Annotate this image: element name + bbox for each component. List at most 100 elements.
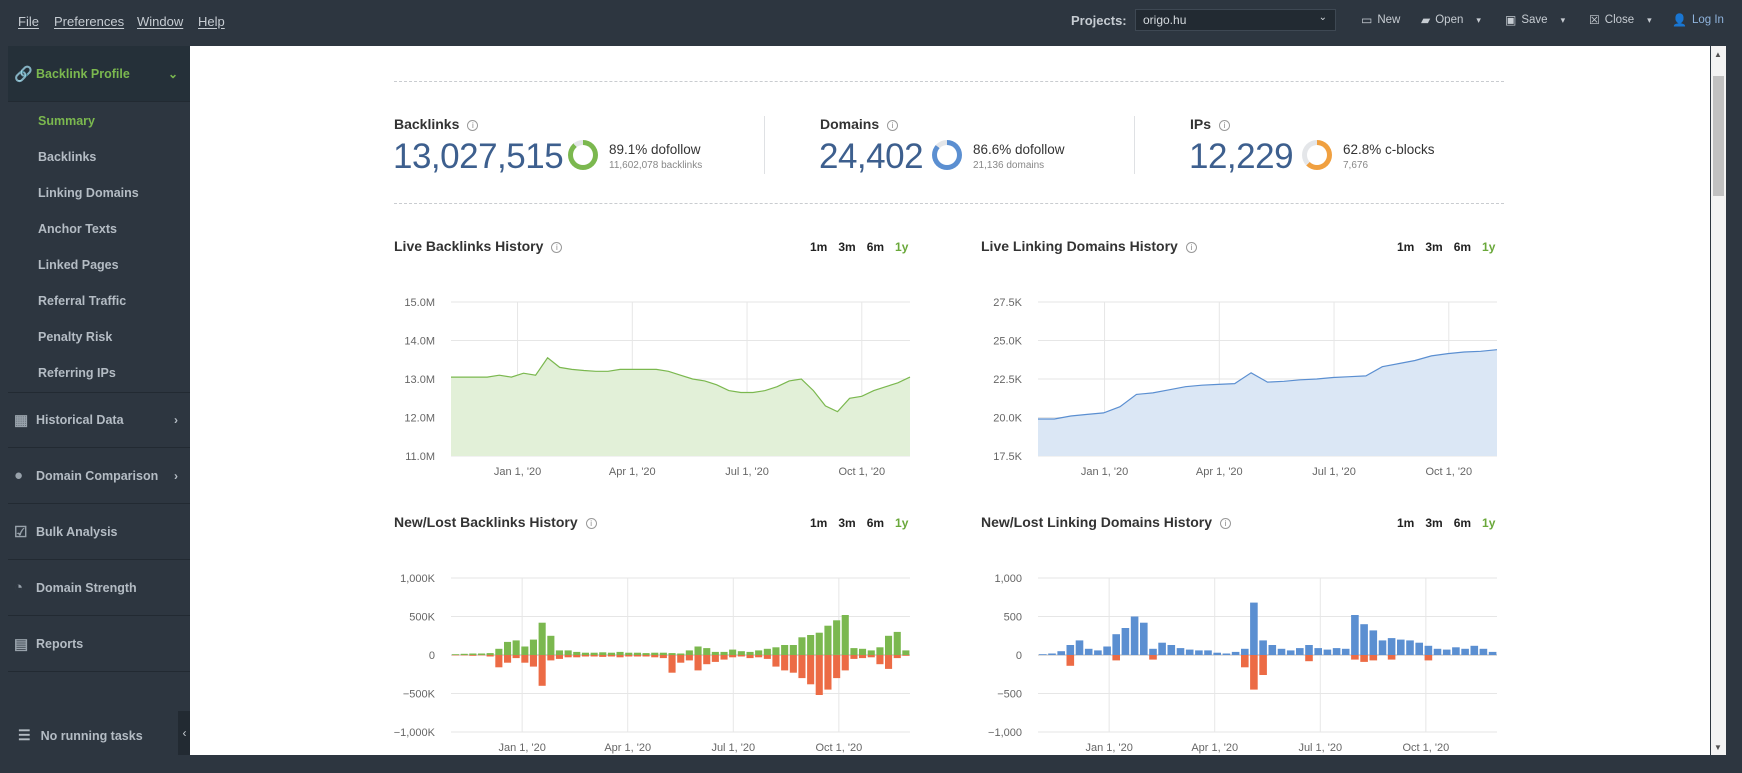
bubbles-icon: ● bbox=[14, 467, 24, 484]
chevron-right-icon: › bbox=[174, 413, 178, 427]
info-icon[interactable]: i bbox=[551, 241, 563, 253]
sidebar-collapse-button[interactable]: ‹ bbox=[178, 711, 191, 755]
new-bar bbox=[798, 637, 806, 655]
lost-bar bbox=[512, 655, 520, 659]
sidebar-item-anchor-texts[interactable]: Anchor Texts bbox=[38, 222, 117, 236]
login-button[interactable]: 👤 Log In bbox=[1672, 13, 1724, 27]
new-bar bbox=[807, 635, 815, 655]
new-bar bbox=[711, 651, 719, 655]
domains-dofollow-ring bbox=[932, 140, 962, 170]
lost-bar bbox=[824, 655, 832, 690]
sidebar-item-summary[interactable]: Summary bbox=[38, 114, 95, 128]
sidebar-domain-strength[interactable]: ◔ Domain Strength bbox=[8, 560, 190, 616]
sidebar-historical-data[interactable]: ▦ Historical Data › bbox=[8, 392, 190, 448]
range-6m[interactable]: 6m bbox=[866, 240, 885, 254]
scroll-down-icon[interactable]: ▼ bbox=[1714, 743, 1722, 752]
lost-bar bbox=[1351, 655, 1359, 660]
range-1y[interactable]: 1y bbox=[895, 240, 909, 254]
range-1y[interactable]: 1y bbox=[1482, 516, 1496, 530]
lost-bar bbox=[529, 655, 537, 667]
info-icon[interactable]: i bbox=[1185, 241, 1197, 253]
scroll-thumb[interactable] bbox=[1713, 76, 1724, 196]
range-1y[interactable]: 1y bbox=[1482, 240, 1496, 254]
range-1y[interactable]: 1y bbox=[895, 516, 909, 530]
close-button[interactable]: ☒ Close ▾ bbox=[1589, 13, 1652, 27]
lost-bar bbox=[564, 655, 572, 658]
lost-bar bbox=[720, 655, 728, 660]
sidebar-item-linking-domains[interactable]: Linking Domains bbox=[38, 186, 139, 200]
sidebar-item-referring-ips[interactable]: Referring IPs bbox=[38, 366, 116, 380]
range-1m[interactable]: 1m bbox=[1397, 516, 1415, 530]
range-6m[interactable]: 6m bbox=[866, 516, 885, 530]
sidebar-item-linked-pages[interactable]: Linked Pages bbox=[38, 258, 119, 272]
new-bar bbox=[1314, 648, 1322, 655]
range-3m[interactable]: 3m bbox=[1425, 516, 1443, 530]
new-bar bbox=[1195, 650, 1203, 655]
y-tick-label: 14.0M bbox=[404, 336, 435, 348]
scroll-up-icon[interactable]: ▲ bbox=[1714, 50, 1722, 59]
range-3m[interactable]: 3m bbox=[838, 240, 856, 254]
range-3m[interactable]: 3m bbox=[838, 516, 856, 530]
lost-bar bbox=[521, 655, 529, 663]
lost-bar bbox=[755, 655, 763, 658]
new-bar bbox=[1360, 624, 1368, 655]
link-icon: 🔗 bbox=[14, 65, 33, 83]
x-tick-label: Apr 1, '20 bbox=[604, 742, 651, 754]
lost-bar bbox=[807, 655, 815, 685]
lost-bar bbox=[547, 655, 555, 661]
info-icon[interactable]: i bbox=[887, 119, 899, 131]
range-1m[interactable]: 1m bbox=[810, 516, 828, 530]
x-tick-label: Jul 1, '20 bbox=[725, 466, 769, 478]
task-status[interactable]: ☰ No running tasks bbox=[18, 727, 143, 744]
range-6m[interactable]: 6m bbox=[1453, 240, 1472, 254]
new-bar bbox=[824, 625, 832, 655]
info-icon[interactable]: i bbox=[1219, 119, 1231, 131]
new-bar bbox=[1130, 616, 1139, 655]
new-bar bbox=[668, 653, 676, 655]
chart-live-domains: 27.5K 25.0K 22.5K 20.0K 17.5K Jan 1, '20 Apr 1… bbox=[993, 297, 1498, 478]
sidebar-reports[interactable]: ▤ Reports bbox=[8, 616, 190, 672]
range-1m[interactable]: 1m bbox=[1397, 240, 1415, 254]
new-bar bbox=[1057, 651, 1065, 656]
sidebar-backlink-profile[interactable]: 🔗 Backlink Profile ⌄ bbox=[8, 46, 190, 102]
divider bbox=[1134, 116, 1135, 174]
sidebar-domain-comparison[interactable]: ● Domain Comparison › bbox=[8, 448, 190, 504]
menu-help[interactable]: Help bbox=[198, 14, 225, 29]
range-1m[interactable]: 1m bbox=[810, 240, 828, 254]
x-tick-label: Oct 1, '20 bbox=[1425, 466, 1472, 478]
new-bar bbox=[1433, 648, 1442, 655]
save-button[interactable]: ▣ Save ▾ bbox=[1505, 13, 1565, 27]
divider bbox=[394, 81, 1504, 82]
new-bar bbox=[659, 652, 667, 655]
range-3m[interactable]: 3m bbox=[1425, 240, 1443, 254]
project-select[interactable]: origo.hu ⌄ bbox=[1135, 9, 1336, 31]
menu-preferences[interactable]: Preferences bbox=[54, 14, 125, 29]
new-bar bbox=[1259, 640, 1267, 655]
menu-file[interactable]: File bbox=[18, 14, 39, 29]
sidebar-item-referral-traffic[interactable]: Referral Traffic bbox=[38, 294, 127, 308]
lost-bar bbox=[850, 655, 858, 659]
info-icon[interactable]: i bbox=[585, 517, 597, 529]
lost-bar bbox=[633, 655, 641, 657]
new-bar bbox=[581, 652, 589, 655]
info-icon[interactable]: i bbox=[467, 119, 479, 131]
range-selector: 1m 3m 6m 1y bbox=[1397, 516, 1506, 530]
new-bar bbox=[815, 632, 823, 655]
open-button[interactable]: ▰ Open ▾ bbox=[1421, 13, 1481, 27]
new-bar bbox=[1424, 645, 1433, 655]
backlinks-pct: 89.1% dofollow bbox=[609, 142, 701, 157]
sidebar-item-backlinks[interactable]: Backlinks bbox=[38, 150, 97, 164]
menu-window[interactable]: Window bbox=[137, 14, 184, 29]
scrollbar[interactable]: ▲ ▼ bbox=[1711, 46, 1726, 755]
info-icon[interactable]: i bbox=[1220, 517, 1232, 529]
lost-bar bbox=[711, 655, 719, 662]
sidebar-bulk-analysis[interactable]: ☑ Bulk Analysis bbox=[8, 504, 190, 560]
range-6m[interactable]: 6m bbox=[1453, 516, 1472, 530]
new-bar bbox=[1039, 654, 1047, 655]
y-tick-label: −1,000K bbox=[394, 727, 436, 739]
chart-newlost-backlinks: 1,000K 500K 0 −500K −1,000K Jan 1, '20 Apr 1, … bbox=[394, 573, 910, 754]
sidebar-item-penalty-risk[interactable]: Penalty Risk bbox=[38, 330, 113, 344]
new-bar bbox=[555, 650, 563, 655]
new-button[interactable]: ▭ New bbox=[1361, 13, 1400, 27]
sidebar-domain-comparison-label: Domain Comparison bbox=[36, 468, 159, 483]
